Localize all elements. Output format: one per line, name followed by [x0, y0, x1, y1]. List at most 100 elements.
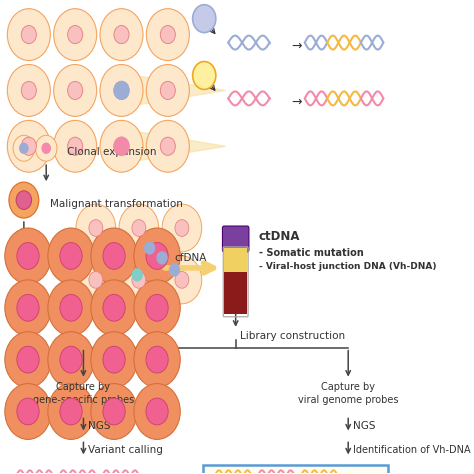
Circle shape [114, 26, 129, 44]
Bar [202, 465, 388, 474]
Circle shape [17, 294, 39, 321]
Circle shape [114, 82, 129, 100]
Circle shape [100, 64, 143, 116]
Circle shape [91, 280, 137, 336]
Circle shape [7, 120, 50, 172]
Circle shape [13, 135, 35, 161]
Circle shape [54, 64, 97, 116]
Circle shape [48, 228, 94, 284]
Circle shape [68, 26, 82, 44]
Circle shape [103, 243, 125, 269]
Circle shape [114, 137, 129, 155]
Circle shape [5, 280, 51, 336]
Circle shape [119, 204, 159, 252]
Circle shape [103, 398, 125, 425]
Circle shape [192, 62, 216, 90]
Circle shape [114, 82, 129, 100]
Circle shape [89, 219, 103, 237]
Circle shape [21, 82, 36, 100]
Circle shape [145, 242, 155, 254]
Circle shape [114, 137, 129, 155]
Circle shape [68, 137, 82, 155]
Circle shape [134, 228, 180, 284]
Text: Capture by
gene-specific probes: Capture by gene-specific probes [33, 382, 134, 405]
Circle shape [17, 346, 39, 373]
Circle shape [21, 26, 36, 44]
Text: Clonal expansion: Clonal expansion [67, 147, 156, 157]
Circle shape [146, 243, 168, 269]
Circle shape [36, 135, 57, 161]
Bar [224, 272, 247, 314]
Circle shape [132, 219, 146, 237]
Circle shape [146, 64, 189, 116]
Bar [224, 248, 247, 274]
Text: NGS: NGS [353, 421, 376, 431]
Circle shape [76, 256, 116, 304]
Text: ctDNA: ctDNA [259, 230, 301, 243]
Text: Identification of Vh-DNA: Identification of Vh-DNA [353, 446, 471, 456]
Polygon shape [129, 74, 226, 106]
Circle shape [175, 272, 189, 288]
Circle shape [17, 398, 39, 425]
Circle shape [192, 5, 216, 33]
Circle shape [160, 26, 175, 44]
Circle shape [103, 294, 125, 321]
Circle shape [20, 143, 28, 153]
Circle shape [119, 256, 159, 304]
Text: Variant calling: Variant calling [88, 446, 163, 456]
Circle shape [54, 9, 97, 61]
Circle shape [48, 280, 94, 336]
Circle shape [42, 143, 50, 153]
Circle shape [89, 272, 103, 288]
Circle shape [5, 332, 51, 388]
Circle shape [100, 9, 143, 61]
Circle shape [91, 332, 137, 388]
Circle shape [100, 120, 143, 172]
Circle shape [5, 383, 51, 439]
Circle shape [132, 269, 142, 281]
Circle shape [60, 346, 82, 373]
Text: cfDNA: cfDNA [175, 253, 207, 263]
Circle shape [7, 9, 50, 61]
Circle shape [146, 9, 189, 61]
Text: Malignant transformation: Malignant transformation [50, 199, 183, 209]
Text: →: → [291, 96, 301, 109]
Circle shape [134, 383, 180, 439]
Circle shape [91, 383, 137, 439]
Circle shape [68, 82, 82, 100]
Circle shape [60, 398, 82, 425]
Circle shape [103, 346, 125, 373]
Text: - Viral-host junction DNA (Vh-DNA): - Viral-host junction DNA (Vh-DNA) [259, 262, 437, 271]
Circle shape [162, 204, 202, 252]
Text: Library construction: Library construction [240, 331, 345, 341]
Circle shape [76, 204, 116, 252]
Circle shape [134, 332, 180, 388]
Circle shape [16, 191, 32, 210]
Text: →: → [291, 40, 301, 53]
Polygon shape [129, 130, 226, 162]
Circle shape [48, 383, 94, 439]
Circle shape [5, 228, 51, 284]
Circle shape [21, 137, 36, 155]
Circle shape [146, 346, 168, 373]
Circle shape [146, 294, 168, 321]
Circle shape [54, 120, 97, 172]
Text: NGS: NGS [88, 421, 111, 431]
Circle shape [134, 280, 180, 336]
Circle shape [17, 243, 39, 269]
Circle shape [91, 228, 137, 284]
Circle shape [9, 182, 39, 218]
Circle shape [7, 64, 50, 116]
Circle shape [146, 120, 189, 172]
Circle shape [175, 219, 189, 237]
Circle shape [157, 252, 167, 264]
FancyBboxPatch shape [222, 226, 249, 252]
Circle shape [60, 294, 82, 321]
Text: Capture by
viral genome probes: Capture by viral genome probes [298, 382, 399, 405]
Circle shape [160, 137, 175, 155]
Circle shape [132, 272, 146, 288]
Text: - Somatic mutation: - Somatic mutation [259, 248, 364, 258]
Circle shape [146, 398, 168, 425]
Circle shape [160, 82, 175, 100]
Circle shape [60, 243, 82, 269]
